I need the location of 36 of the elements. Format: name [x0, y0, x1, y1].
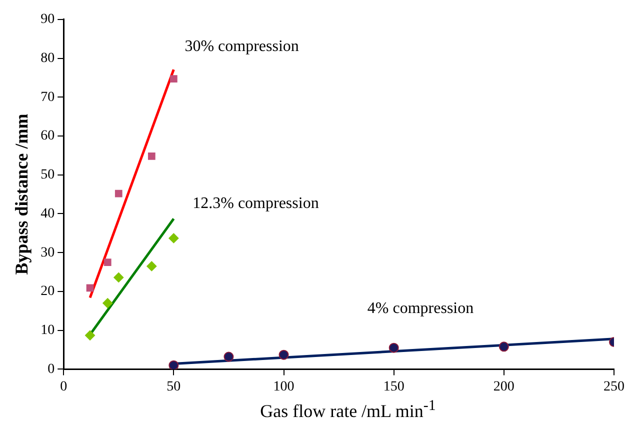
x-tick-label: 50 [166, 379, 181, 394]
point [102, 298, 113, 308]
y-tick-label: 40 [40, 206, 55, 222]
point [388, 342, 399, 353]
y-tick-label: 80 [40, 50, 55, 66]
y-tick-label: 70 [40, 90, 55, 105]
point [168, 233, 179, 244]
point [278, 350, 289, 360]
y-tick-label: 50 [40, 168, 55, 183]
x-tick-label: 250 [604, 379, 624, 394]
point [114, 272, 124, 282]
point [170, 75, 178, 83]
y-tick-label: 60 [40, 128, 55, 144]
y-tick-label: 90 [40, 12, 55, 28]
point [86, 284, 94, 292]
annotation: 30% compression [184, 38, 299, 55]
point [224, 352, 234, 362]
y-tick-label: 10 [40, 323, 55, 338]
point [146, 261, 157, 272]
x-tick-label: 0 [60, 379, 68, 394]
point [85, 330, 96, 340]
x-tick-label: 100 [273, 379, 294, 394]
point [168, 360, 179, 370]
y-tick-label: 20 [40, 284, 55, 300]
y-tick-label: 0 [48, 362, 55, 377]
x-axis-title: Gas flow rate /mL min$^{-1}$ [259, 398, 437, 422]
point [148, 152, 156, 160]
y-tick-label: 30 [40, 245, 55, 260]
point [498, 342, 509, 352]
annotation: 12.3% compression [192, 195, 319, 212]
x-tick-label: 200 [493, 379, 514, 394]
point [104, 258, 112, 266]
annotation: 4% compression [367, 300, 474, 318]
x-tick-label: 150 [383, 379, 404, 394]
y-axis-title: Bypass distance /mm [11, 114, 32, 275]
point [114, 190, 122, 198]
